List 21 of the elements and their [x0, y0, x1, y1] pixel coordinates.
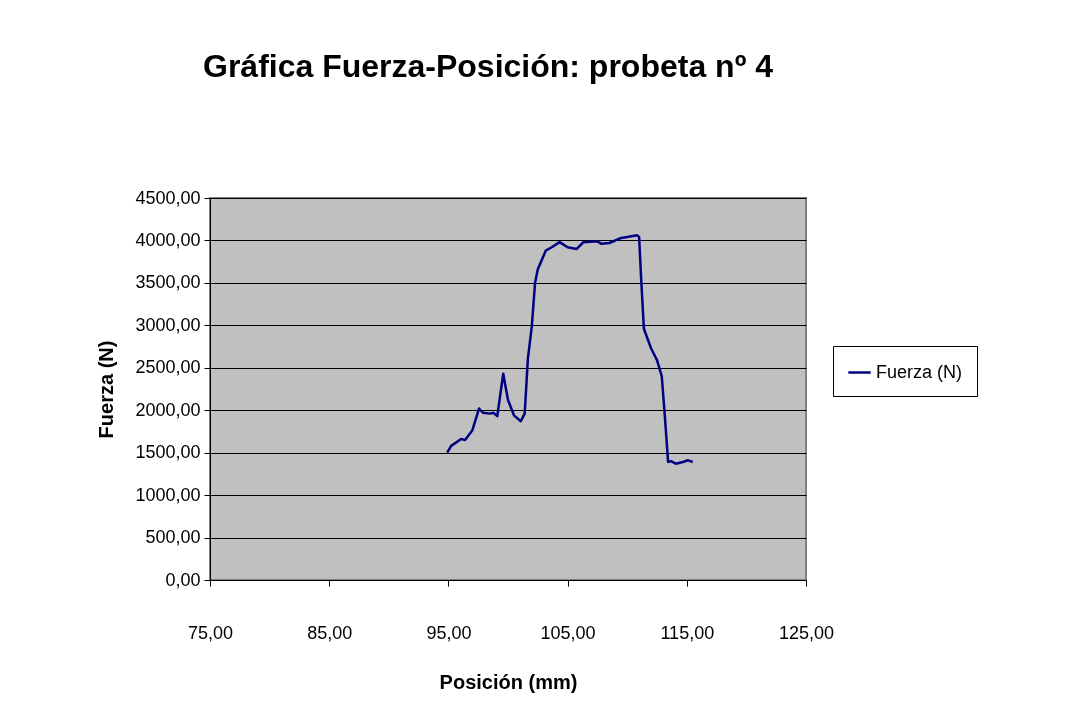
- chart-title: Gráfica Fuerza-Posición: probeta nº 4: [202, 48, 774, 84]
- y-tick-label: 2500,00: [135, 357, 201, 378]
- y-tick-label: 4000,00: [135, 229, 201, 250]
- legend-label: Fuerza (N): [876, 361, 963, 382]
- y-axis-title: Fuerza (N): [95, 340, 118, 439]
- y-tick-label: 3500,00: [135, 272, 201, 293]
- x-tick-label: 115,00: [660, 622, 715, 643]
- x-tick-label: 75,00: [187, 622, 234, 643]
- y-tick-label: 4500,00: [135, 187, 201, 208]
- y-tick-label: 1000,00: [135, 484, 201, 505]
- y-tick-label: 0,00: [165, 569, 201, 590]
- x-tick-label: 85,00: [307, 622, 353, 643]
- x-tick-label: 125,00: [778, 622, 835, 643]
- y-tick-label: 3000,00: [135, 314, 201, 335]
- x-tick-label: 95,00: [426, 622, 472, 643]
- x-tick-label: 105,00: [540, 622, 596, 643]
- y-tick-label: 1500,00: [135, 442, 201, 463]
- y-tick-label: 2000,00: [135, 399, 201, 420]
- y-tick-label: 500,00: [145, 527, 201, 548]
- x-axis-title: Posición (mm): [439, 670, 578, 693]
- line-series: [445, 234, 695, 465]
